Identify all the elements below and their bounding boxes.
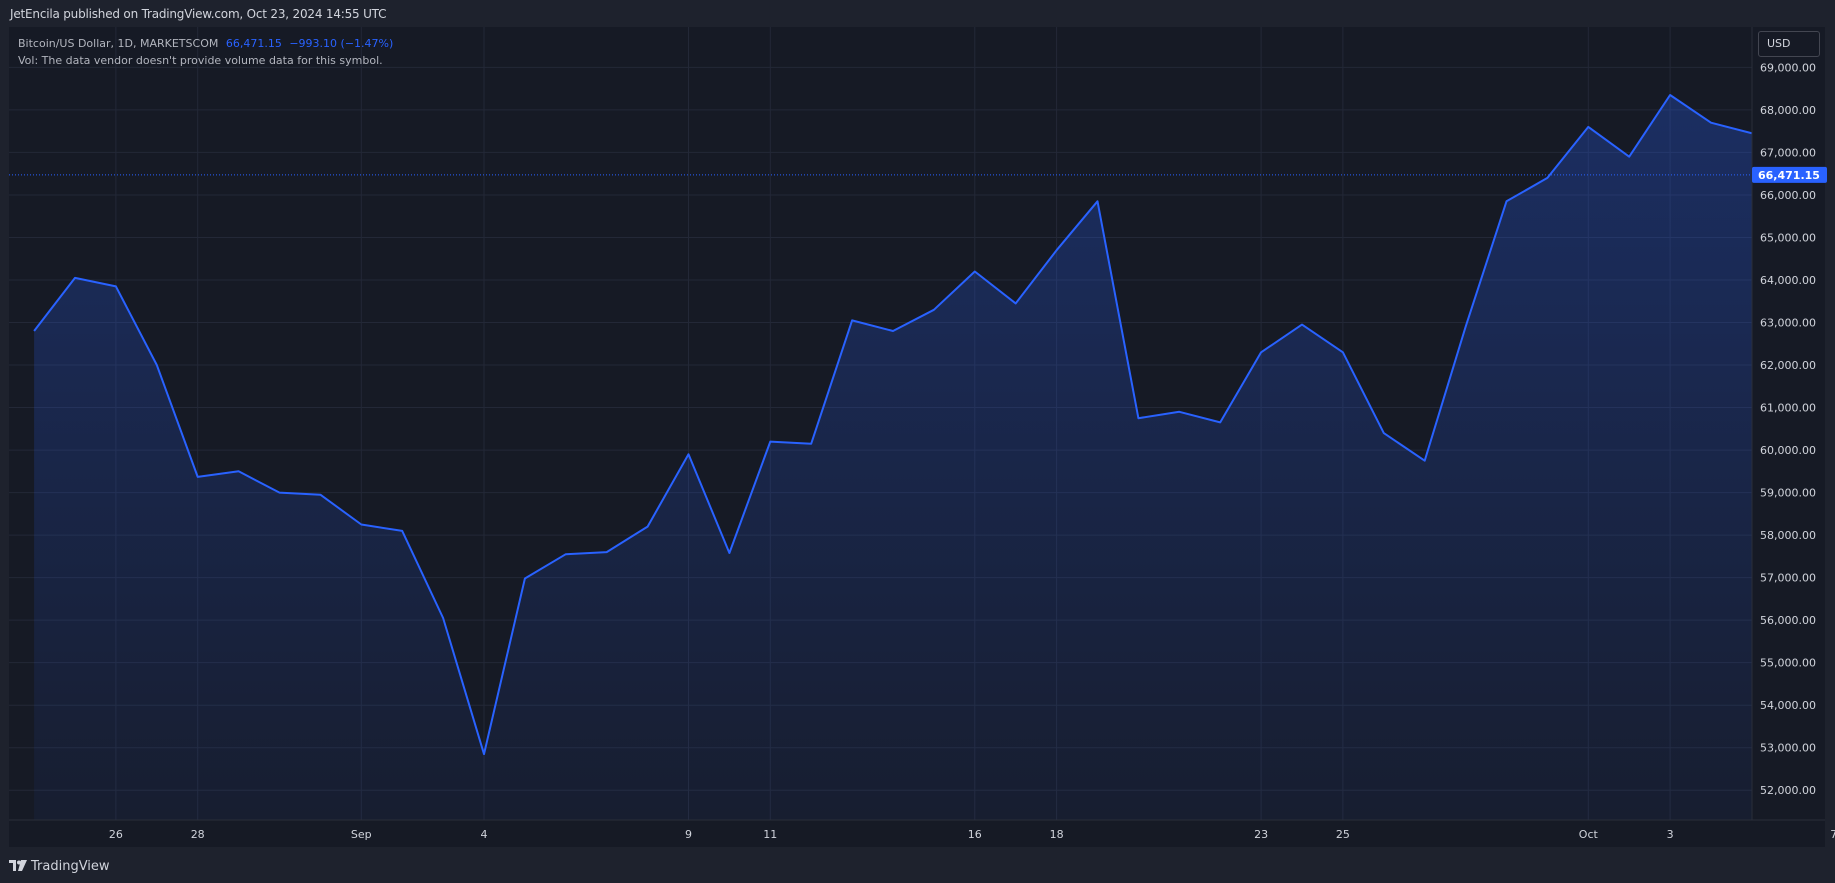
y-tick-label: 60,000.00 [1760, 444, 1816, 457]
legend-symbol[interactable]: Bitcoin/US Dollar, 1D, MARKETSCOM [18, 37, 219, 50]
currency-button[interactable]: USD [1758, 31, 1820, 57]
price-axis[interactable]: 52,000.00 53,000.00 54,000.00 55,000.00 56,0… [1751, 27, 1816, 820]
y-tick-label: 66,000.00 [1760, 189, 1816, 202]
last-price-tag [1752, 166, 1827, 183]
y-tick-label: 55,000.00 [1760, 657, 1816, 670]
x-tick-label: 23 [1254, 828, 1268, 841]
x-tick-label: 3 [1667, 828, 1674, 841]
x-tick-label: 11 [763, 828, 777, 841]
x-tick-label: 7 [1830, 828, 1835, 841]
series-line[interactable] [33, 94, 1835, 756]
y-tick-label: 64,000.00 [1760, 274, 1816, 287]
publisher-caption: JetEncila published on TradingView.com, … [10, 7, 387, 21]
x-tick-label: 16 [968, 828, 982, 841]
y-tick-label: 52,000.00 [1760, 784, 1816, 797]
y-tick-label: 53,000.00 [1760, 742, 1816, 755]
legend-change: −993.10 (−1.47%) [289, 37, 394, 50]
y-tick-label: 59,000.00 [1760, 487, 1816, 500]
last-price-label: 66,471.15 [1758, 169, 1820, 182]
series-area-fill [34, 95, 1752, 820]
last-price-tag-layer: 66,471.15 [9, 166, 1827, 183]
x-tick-label: Sep [351, 828, 372, 841]
x-tick-label: 25 [1336, 828, 1350, 841]
y-tick-label: 57,000.00 [1760, 572, 1816, 585]
x-tick-label: 18 [1050, 828, 1064, 841]
y-tick-label: 69,000.00 [1760, 61, 1816, 74]
y-tick-label: 63,000.00 [1760, 317, 1816, 330]
y-tick-label: 65,000.00 [1760, 231, 1816, 244]
y-tick-label: 61,000.00 [1760, 402, 1816, 415]
y-tick-label: 62,000.00 [1760, 359, 1816, 372]
y-tick-label: 58,000.00 [1760, 529, 1816, 542]
legend-volume-note: Vol: The data vendor doesn't provide vol… [18, 54, 383, 67]
time-axis[interactable]: 2628Sep491116182325Oct3791416212 [9, 819, 1835, 841]
footer-brand-label: TradingView [31, 858, 110, 874]
y-tick-label: 54,000.00 [1760, 699, 1816, 712]
tradingview-logo-icon [9, 860, 27, 871]
top-bar: JetEncila published on TradingView.com, … [0, 0, 1835, 27]
legend-symbol-row: Bitcoin/US Dollar, 1D, MARKETSCOM 66,471… [18, 35, 397, 52]
chart-legend: Bitcoin/US Dollar, 1D, MARKETSCOM 66,471… [18, 35, 397, 69]
legend-volume-row: Vol: The data vendor doesn't provide vol… [18, 52, 397, 69]
x-tick-label: 4 [481, 828, 488, 841]
x-tick-label: 28 [191, 828, 205, 841]
area-layer [33, 94, 1835, 820]
footer-brand[interactable]: TradingView [9, 857, 110, 875]
y-tick-label: 67,000.00 [1760, 146, 1816, 159]
legend-last-value: 66,471.15 [225, 37, 282, 50]
x-tick-label: 9 [685, 828, 692, 841]
x-tick-label: Oct [1579, 828, 1599, 841]
y-tick-label: 68,000.00 [1760, 104, 1816, 117]
y-tick-label: 56,000.00 [1760, 614, 1816, 627]
x-tick-label: 26 [109, 828, 123, 841]
